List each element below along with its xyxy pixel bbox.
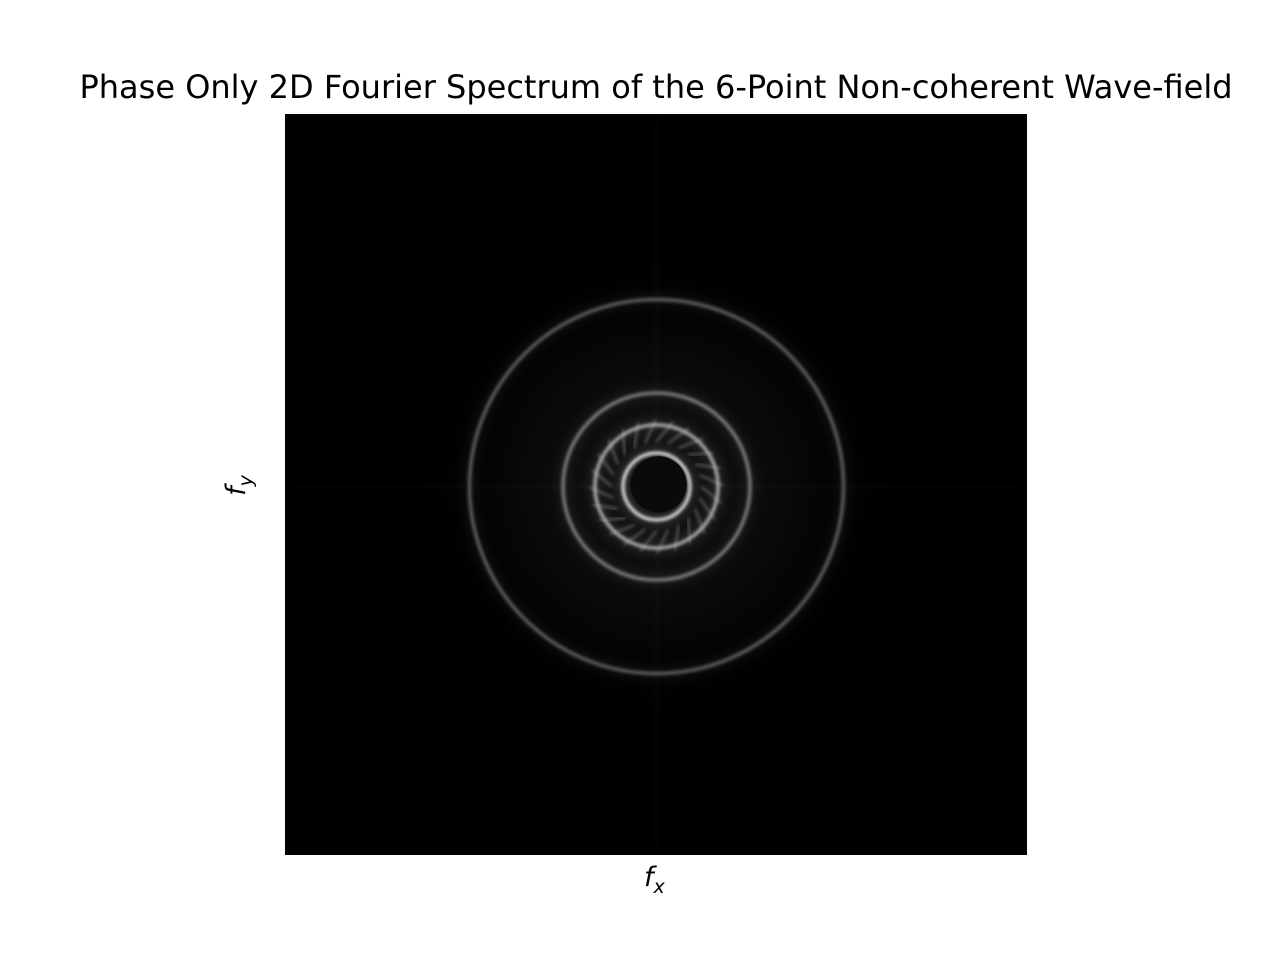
- inner-swirl: [607, 439, 619, 465]
- inner-swirl: [698, 497, 716, 520]
- y-axis-label-subscript: y: [234, 475, 257, 487]
- inner-swirl: [687, 451, 715, 457]
- heatmap-image: [404, 234, 909, 739]
- ring-inner-bright: [593, 423, 720, 550]
- inner-swirl: [639, 530, 658, 552]
- x-axis-label: fx: [644, 862, 665, 898]
- inner-swirl: [667, 427, 690, 445]
- inner-swirl: [655, 421, 674, 443]
- ring-middle: [561, 391, 752, 582]
- inner-swirl: [699, 474, 724, 487]
- inner-swirl: [589, 486, 614, 499]
- x-axis-label-main: f: [644, 862, 654, 893]
- inner-swirl: [598, 516, 626, 522]
- inner-swirl: [700, 485, 722, 504]
- inner-swirl: [686, 517, 692, 545]
- chart-title: Phase Only 2D Fourier Spectrum of the 6-…: [79, 68, 1233, 106]
- inner-swirl: [609, 524, 635, 536]
- spectrum-core: [630, 456, 687, 513]
- y-axis-label: fy: [220, 475, 257, 496]
- ring-outer: [468, 298, 845, 675]
- inner-swirl: [644, 419, 657, 444]
- inner-swirl: [694, 508, 706, 534]
- inner-swirl: [592, 503, 619, 510]
- inner-swirl: [656, 529, 669, 554]
- inner-swirl: [673, 524, 680, 551]
- ring-core-edge: [621, 451, 692, 522]
- y-axis-label-main: f: [220, 486, 252, 496]
- inner-swirl: [678, 437, 704, 449]
- inner-swirl: [633, 422, 640, 449]
- x-axis-label-subscript: x: [653, 876, 665, 898]
- inner-swirl: [621, 428, 627, 456]
- inner-swirl: [623, 528, 646, 546]
- inner-swirl: [694, 463, 721, 470]
- inner-swirl: [597, 453, 615, 476]
- inner-swirl: [591, 469, 613, 488]
